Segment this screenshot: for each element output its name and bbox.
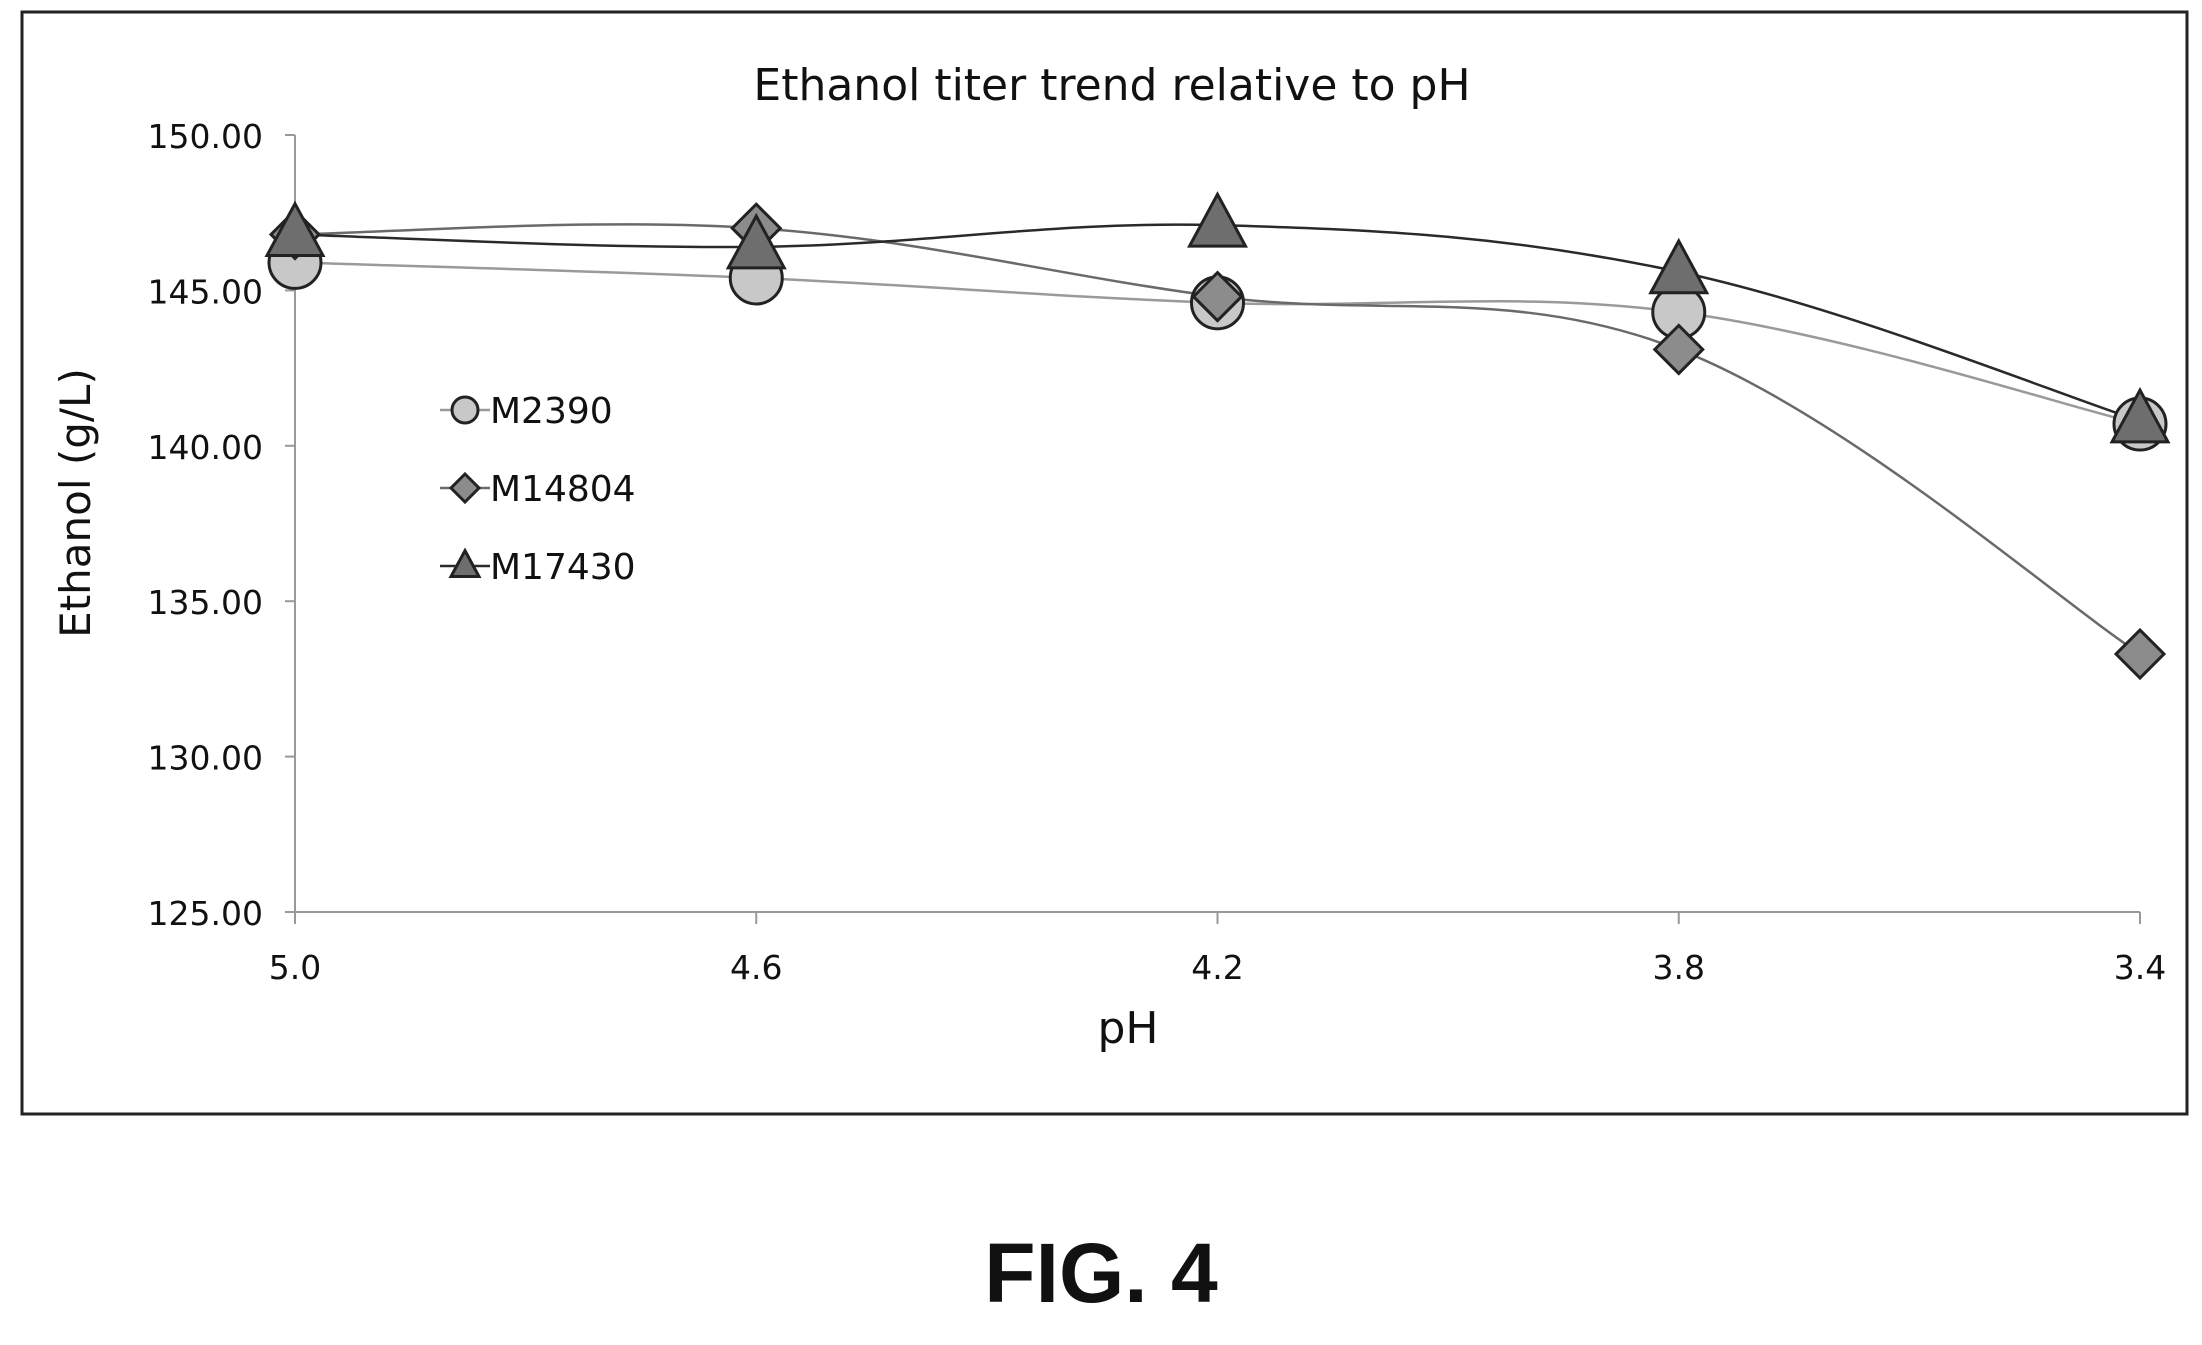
y-tick-label: 145.00 — [148, 272, 263, 311]
y-tick-label: 130.00 — [148, 739, 263, 778]
series-markers — [264, 191, 2171, 681]
data-point-m17430 — [1186, 191, 1249, 248]
y-axis-label: Ethanol (g/L) — [51, 368, 100, 638]
data-point-m14804 — [1652, 323, 1705, 376]
axes: 125.00 130.00 135.00 140.00 145.00 150.00 5.0 4… — [148, 117, 2167, 987]
chart-title: Ethanol titer trend relative to pH — [753, 60, 1470, 111]
y-tick-label: 140.00 — [148, 428, 263, 467]
x-axis-label: pH — [1097, 1003, 1158, 1054]
y-tick-label: 150.00 — [148, 117, 263, 156]
legend-marker — [448, 471, 482, 505]
data-point-m14804 — [1191, 270, 1244, 323]
chart-frame — [20, 10, 2189, 1116]
data-point-m17430 — [264, 200, 326, 257]
data-point-m17430 — [2109, 386, 2171, 444]
x-tick-label: 4.6 — [730, 948, 782, 987]
figure-label: FIG. 4 — [984, 1226, 1218, 1320]
x-tick-label: 4.2 — [1191, 948, 1243, 987]
x-tick-label: 5.0 — [269, 948, 321, 987]
legend-label: M2390 — [490, 391, 613, 432]
legend-marker — [448, 547, 482, 578]
legend-marker — [450, 395, 480, 425]
y-tick-label: 125.00 — [148, 894, 263, 933]
legend: M2390 M14804 M17430 — [440, 391, 636, 588]
x-tick-label: 3.4 — [2114, 948, 2166, 987]
data-point-m17430 — [1648, 237, 1710, 295]
data-point-m14804 — [2113, 627, 2167, 681]
legend-label: M14804 — [490, 469, 636, 510]
data-point-m17430 — [725, 212, 787, 270]
legend-label: M17430 — [490, 547, 636, 588]
y-tick-label: 135.00 — [148, 583, 263, 622]
x-tick-label: 3.8 — [1653, 948, 1705, 987]
